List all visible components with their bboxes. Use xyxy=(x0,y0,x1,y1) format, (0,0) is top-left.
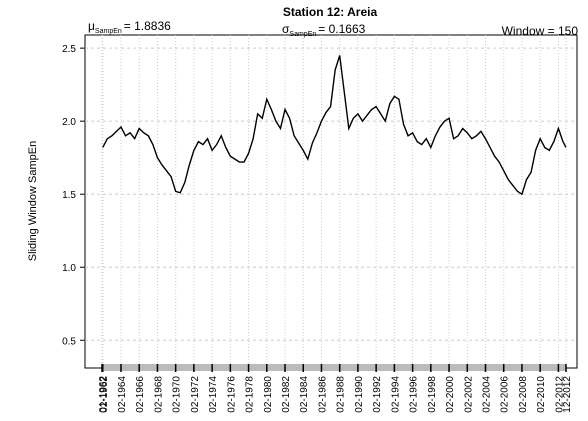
annotation: μSampEn = 1.8836 xyxy=(88,19,171,35)
x-tick-label: 02-2008 xyxy=(518,376,529,413)
x-tick-label: 02-1976 xyxy=(226,376,237,413)
x-tick-label: 02-1994 xyxy=(390,376,401,413)
x-tick-label: 02-2006 xyxy=(500,376,511,413)
annotation-text: = 0.1663 xyxy=(318,22,365,36)
x-tick-label: 02-1978 xyxy=(245,376,256,413)
x-tick-label: 02-1998 xyxy=(427,376,438,413)
x-axis-rug xyxy=(102,364,566,371)
x-tick-label: 02-1988 xyxy=(336,376,347,413)
x-tick-label: 02-2000 xyxy=(445,376,456,413)
x-tick-label: 02-1990 xyxy=(354,376,365,413)
data-line xyxy=(102,55,567,196)
x-tick-label: 02-1986 xyxy=(317,376,328,413)
x-tick-label: 02-1980 xyxy=(263,376,274,413)
annotation-text: = 1.8836 xyxy=(124,19,171,33)
chart-title: Station 12: Areia xyxy=(283,5,378,19)
plot-frame xyxy=(84,34,578,369)
x-tick-label: 02-2010 xyxy=(536,376,547,413)
x-tick-label: 02-1962 xyxy=(99,376,110,413)
x-tick-label: 02-1974 xyxy=(208,376,219,413)
annotation-symbol: σ xyxy=(282,22,290,36)
x-tick-label: 02-1970 xyxy=(172,376,183,413)
y-axis-label: Sliding Window SampEn xyxy=(27,141,39,261)
annotation-subscript: SampEn xyxy=(289,31,316,38)
annotation-symbol: μ xyxy=(88,19,95,33)
y-tick-label: 2.0 xyxy=(62,117,76,128)
x-tick-label: 01-1962 xyxy=(98,376,109,413)
x-tick-label: 02-2002 xyxy=(463,376,474,413)
y-tick-label: 1.0 xyxy=(62,263,76,274)
x-tick-label: 02-1982 xyxy=(281,376,292,413)
x-tick-label: 12-2012 xyxy=(562,376,573,413)
y-tick-label: 0.5 xyxy=(62,336,76,347)
x-tick-label: 02-1992 xyxy=(372,376,383,413)
x-tick-label: 02-1966 xyxy=(135,376,146,413)
x-tick-label: 02-1972 xyxy=(190,376,201,413)
y-tick-label: 2.5 xyxy=(62,44,76,55)
annotation-text: Window = 150 xyxy=(502,24,579,38)
x-tick-label: 02-1968 xyxy=(153,376,164,413)
x-tick-label: 02-1996 xyxy=(409,376,420,413)
annotation: σSampEn = 0.1663 xyxy=(282,22,366,38)
y-tick-label: 1.5 xyxy=(62,190,76,201)
x-tick-label: 02-2004 xyxy=(482,376,493,413)
annotation: Window = 150 xyxy=(502,24,579,38)
annotation-subscript: SampEn xyxy=(95,28,122,35)
x-tick-label: 02-1964 xyxy=(117,376,128,413)
x-tick-label: 02-1984 xyxy=(299,376,310,413)
x-tick-label: 02-2012 xyxy=(554,376,565,413)
